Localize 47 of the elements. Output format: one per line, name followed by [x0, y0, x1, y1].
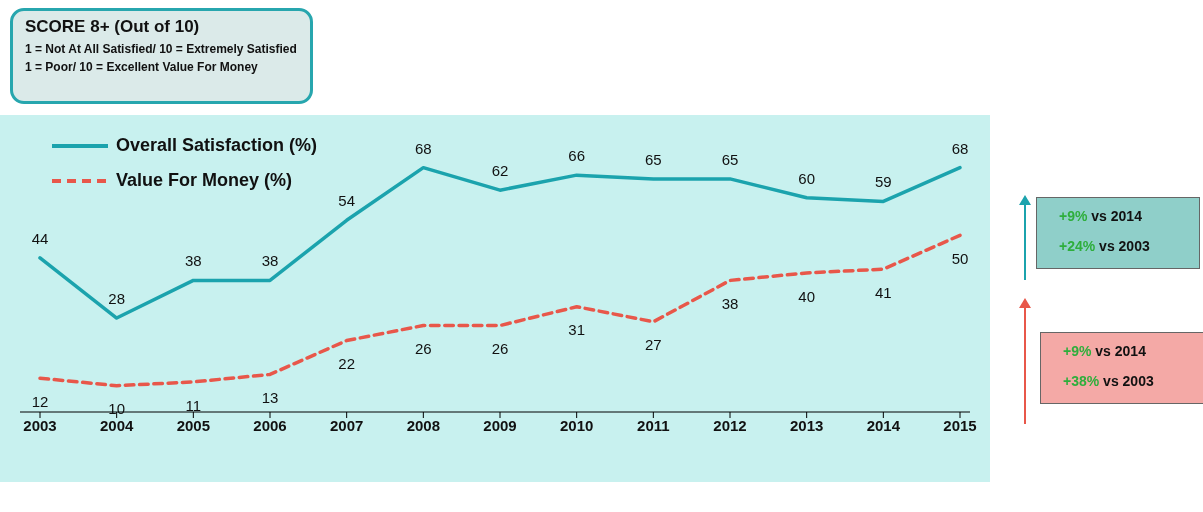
data-label: 41: [874, 283, 892, 301]
data-label: 68: [414, 139, 432, 157]
x-tick-label: 2004: [99, 416, 135, 434]
legend-label: Overall Satisfaction (%): [116, 135, 318, 155]
x-tick-label: 2013: [789, 416, 824, 434]
data-label: 26: [414, 340, 432, 358]
data-label: 28: [108, 290, 126, 308]
data-label: 31: [568, 321, 586, 339]
data-label: 65: [644, 150, 662, 168]
x-tick-label: 2007: [329, 416, 364, 434]
x-tick-label: 2010: [559, 416, 594, 434]
x-tick-label: 2006: [253, 416, 287, 434]
x-tick-label: 2005: [176, 416, 211, 434]
data-label: 59: [874, 173, 892, 191]
x-tick-label: 2009: [483, 416, 517, 434]
data-label: 50: [951, 249, 969, 267]
x-tick-label: 2011: [637, 416, 670, 434]
text: +9% vs 2014: [1063, 343, 1146, 359]
data-label: 68: [951, 139, 969, 157]
x-tick-label: 2015: [943, 416, 977, 434]
data-label: 44: [31, 229, 49, 247]
chart-subtitle: 1 = Not At All Satisfied/ 10 = Extremely Satisfied 1 = Poor/ 10 = Excellent Value For Money: [25, 41, 298, 76]
data-label: 13: [261, 389, 279, 407]
data-label: 54: [338, 192, 356, 210]
x-tick-label: 2008: [406, 416, 441, 434]
data-label: 60: [798, 169, 816, 187]
data-label: 22: [338, 355, 356, 373]
data-label: 38: [184, 252, 202, 270]
chart-title: SCORE 8+ (Out of 10): [25, 17, 201, 37]
data-label: 11: [185, 396, 202, 414]
data-label: 66: [568, 147, 586, 165]
x-tick-label: 2014: [866, 416, 901, 434]
text: +24% vs 2003: [1059, 238, 1150, 254]
data-label: 65: [721, 150, 739, 168]
data-label: 10: [108, 400, 126, 418]
data-label: 62: [491, 162, 509, 180]
data-label: 26: [491, 340, 509, 358]
data-label: 12: [31, 392, 49, 410]
data-label: 38: [261, 252, 279, 270]
text: +38% vs 2003: [1063, 373, 1154, 389]
x-tick-label: 2012: [713, 416, 747, 434]
text: +9% vs 2014: [1059, 208, 1142, 224]
data-label: 40: [798, 287, 816, 305]
data-label: 38: [721, 295, 739, 313]
x-tick-label: 2003: [23, 416, 57, 434]
data-label: 27: [644, 336, 662, 354]
legend-label: Value For Money (%): [115, 170, 294, 191]
